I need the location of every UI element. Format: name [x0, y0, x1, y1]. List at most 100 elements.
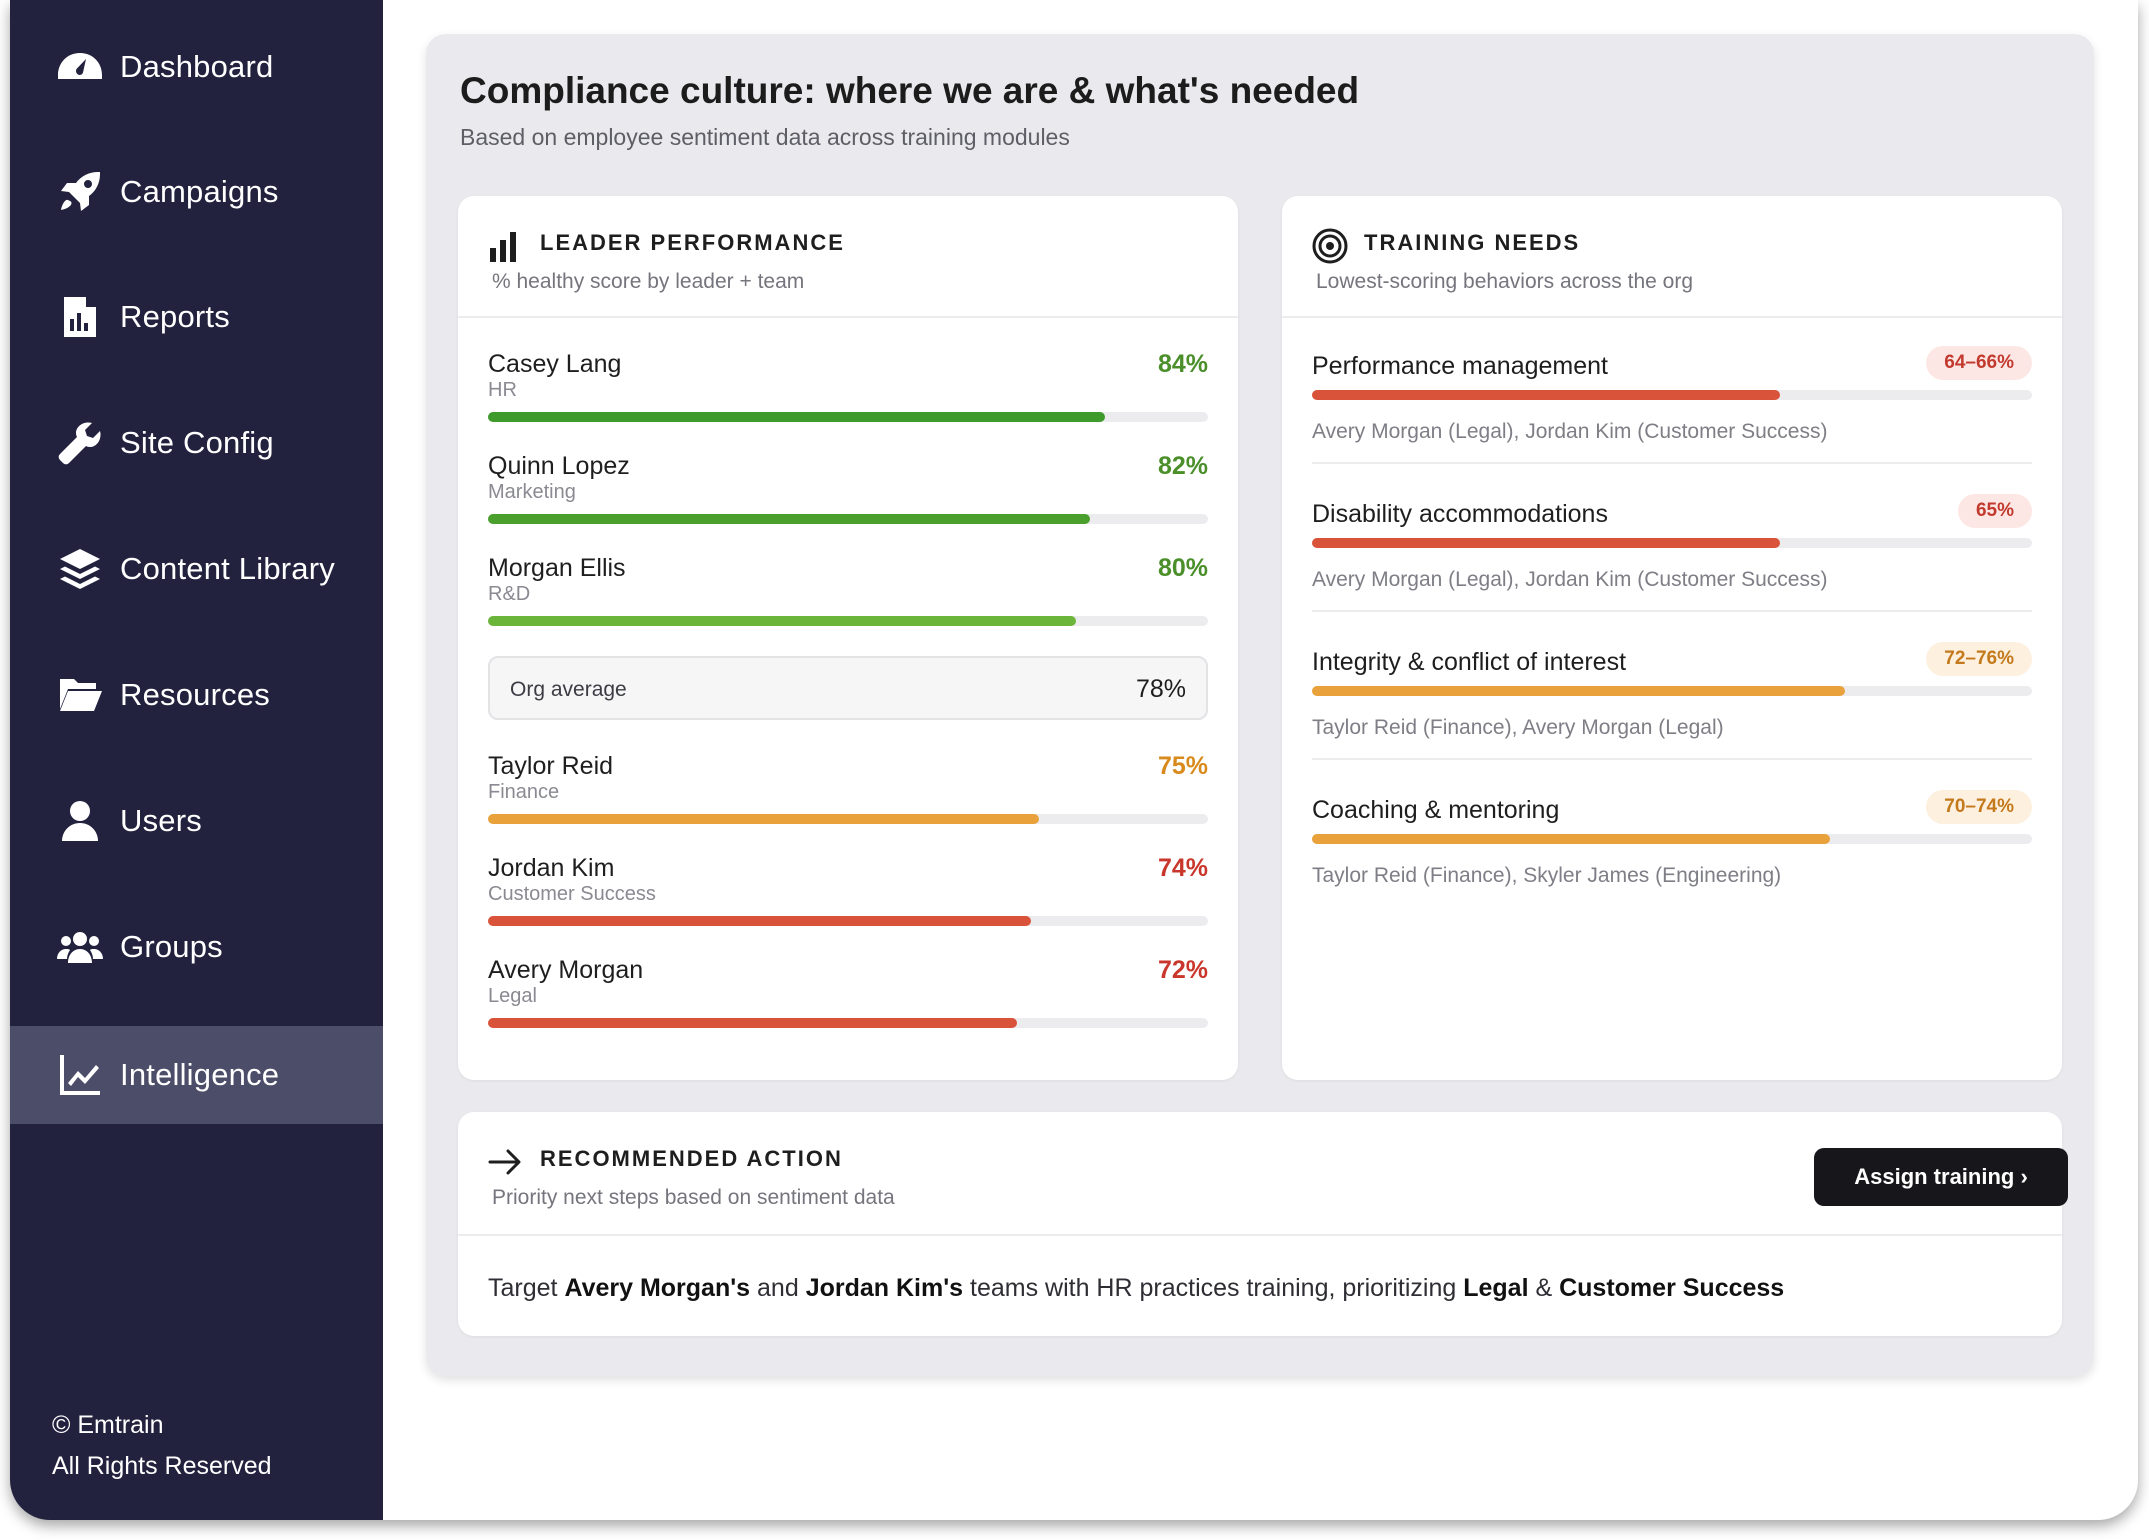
rocket-icon	[54, 166, 106, 218]
leader-name: Casey Lang	[488, 350, 622, 378]
sidebar-item-label: Reports	[120, 299, 230, 334]
sidebar-item-intelligence[interactable]: Intelligence	[10, 1026, 383, 1124]
layers-icon	[54, 543, 106, 595]
sidebar-footer: © Emtrain All Rights Reserved	[52, 1405, 272, 1487]
score-bar-track	[488, 514, 1208, 524]
sidebar-item-content-library[interactable]: Content Library	[10, 520, 383, 618]
need-bar-fill	[1312, 390, 1780, 400]
target-icon	[1312, 228, 1348, 264]
panel-title: LEADER PERFORMANCE	[540, 230, 845, 255]
leader-score: 82%	[1157, 452, 1208, 480]
training-needs-panel: TRAINING NEEDS Lowest-scoring behaviors …	[1282, 196, 2062, 1080]
org-average-label: Org average	[510, 678, 627, 701]
panel-title: RECOMMENDED ACTION	[540, 1146, 843, 1171]
need-title: Integrity & conflict of interest	[1312, 648, 1627, 676]
panel-title: TRAINING NEEDS	[1364, 230, 1581, 255]
leader-row: Jordan Kim Customer Success 74%	[488, 854, 1208, 944]
assign-training-button[interactable]: Assign training ›	[1814, 1148, 2068, 1206]
leader-team: Legal	[488, 985, 537, 1007]
user-icon	[54, 795, 106, 847]
sidebar: Dashboard Campaigns Reports Site Config …	[10, 0, 383, 1520]
divider	[1312, 462, 2032, 464]
sidebar-item-campaigns[interactable]: Campaigns	[10, 143, 383, 241]
sidebar-item-label: Dashboard	[120, 49, 274, 84]
arrow-right-icon	[488, 1149, 521, 1175]
training-need-row: Coaching & mentoring 70–74% Taylor Reid (F…	[1312, 790, 2032, 926]
sidebar-item-label: Intelligence	[120, 1057, 280, 1092]
text-emphasis: Legal	[1463, 1274, 1529, 1302]
leader-team: Finance	[488, 781, 560, 803]
need-bar-track	[1312, 686, 2032, 696]
recommended-action-panel: RECOMMENDED ACTION Priority next steps b…	[458, 1112, 2068, 1336]
leader-team: HR	[488, 379, 517, 401]
affected-leaders: Taylor Reid (Finance), Skyler James (Eng…	[1312, 864, 1782, 887]
leader-row: Taylor Reid Finance 75%	[488, 752, 1208, 842]
score-range-badge: 72–76%	[1926, 642, 2032, 676]
need-bar-fill	[1312, 834, 1831, 844]
score-bar-track	[488, 814, 1208, 824]
panel-subtitle: Priority next steps based on sentiment d…	[492, 1186, 895, 1209]
users-group-icon	[54, 921, 106, 973]
training-need-row: Integrity & conflict of interest 72–76% Ta…	[1312, 642, 2032, 778]
leader-team: Marketing	[488, 481, 576, 503]
score-bar-fill	[488, 814, 1039, 824]
copyright-text: © Emtrain	[52, 1411, 164, 1439]
score-bar-track	[488, 916, 1208, 926]
need-bar-track	[1312, 390, 2032, 400]
leader-score: 74%	[1157, 854, 1208, 882]
score-bar-fill	[488, 412, 1105, 422]
leader-score: 80%	[1157, 554, 1208, 582]
need-bar-track	[1312, 538, 2032, 548]
sidebar-item-users[interactable]: Users	[10, 772, 383, 870]
leader-row: Avery Morgan Legal 72%	[488, 956, 1208, 1046]
sidebar-item-resources[interactable]: Resources	[10, 646, 383, 744]
text-segment: teams with HR practices training, priori…	[963, 1274, 1464, 1302]
divider	[1312, 610, 2032, 612]
panel-header: RECOMMENDED ACTION Priority next steps b…	[458, 1112, 2068, 1236]
sidebar-item-groups[interactable]: Groups	[10, 898, 383, 996]
leader-row: Morgan Ellis R&D 80%	[488, 554, 1208, 644]
training-need-row: Disability accommodations 65% Avery Morgan…	[1312, 494, 2032, 630]
text-segment: Target	[488, 1274, 565, 1302]
sidebar-item-dashboard[interactable]: Dashboard	[10, 18, 383, 116]
sidebar-item-reports[interactable]: Reports	[10, 268, 383, 366]
score-bar-track	[488, 1018, 1208, 1028]
need-bar-fill	[1312, 538, 1780, 548]
affected-leaders: Avery Morgan (Legal), Jordan Kim (Custom…	[1312, 568, 1828, 591]
line-chart-icon	[54, 1049, 106, 1101]
leader-performance-panel: LEADER PERFORMANCE % healthy score by le…	[458, 196, 1238, 1080]
sidebar-item-label: Campaigns	[120, 174, 279, 209]
need-title: Coaching & mentoring	[1312, 796, 1560, 824]
score-bar-track	[488, 616, 1208, 626]
sidebar-item-label: Content Library	[120, 551, 335, 586]
leader-row: Casey Lang HR 84%	[488, 350, 1208, 440]
score-bar-track	[488, 412, 1208, 422]
leader-score: 84%	[1157, 350, 1208, 378]
recommendation-text: Target Avery Morgan's and Jordan Kim's t…	[488, 1274, 1784, 1303]
divider	[1312, 758, 2032, 760]
leader-name: Avery Morgan	[488, 956, 644, 984]
need-title: Performance management	[1312, 352, 1608, 380]
text-emphasis: Jordan Kim's	[805, 1274, 964, 1302]
need-bar-fill	[1312, 686, 1845, 696]
leader-name: Morgan Ellis	[488, 554, 626, 582]
dashboard-gauge-icon	[54, 41, 106, 93]
training-need-row: Performance management 64–66% Avery Morgan…	[1312, 346, 2032, 482]
org-average-value: 78%	[1135, 675, 1186, 703]
panel-subtitle: Lowest-scoring behaviors across the org	[1316, 270, 1694, 293]
text-emphasis: Customer Success	[1559, 1274, 1785, 1302]
score-bar-fill	[488, 916, 1032, 926]
leader-name: Jordan Kim	[488, 854, 615, 882]
leader-team: Customer Success	[488, 883, 656, 905]
bar-chart-icon	[490, 232, 516, 262]
sidebar-item-label: Groups	[120, 929, 223, 964]
leader-score: 75%	[1157, 752, 1208, 780]
leader-row: Quinn Lopez Marketing 82%	[488, 452, 1208, 542]
sidebar-item-site-config[interactable]: Site Config	[10, 394, 383, 492]
report-file-icon	[54, 291, 106, 343]
text-segment: &	[1528, 1274, 1560, 1302]
leader-score: 72%	[1157, 956, 1208, 984]
affected-leaders: Taylor Reid (Finance), Avery Morgan (Leg…	[1312, 716, 1724, 739]
score-range-badge: 65%	[1957, 494, 2032, 528]
leader-name: Taylor Reid	[488, 752, 614, 780]
